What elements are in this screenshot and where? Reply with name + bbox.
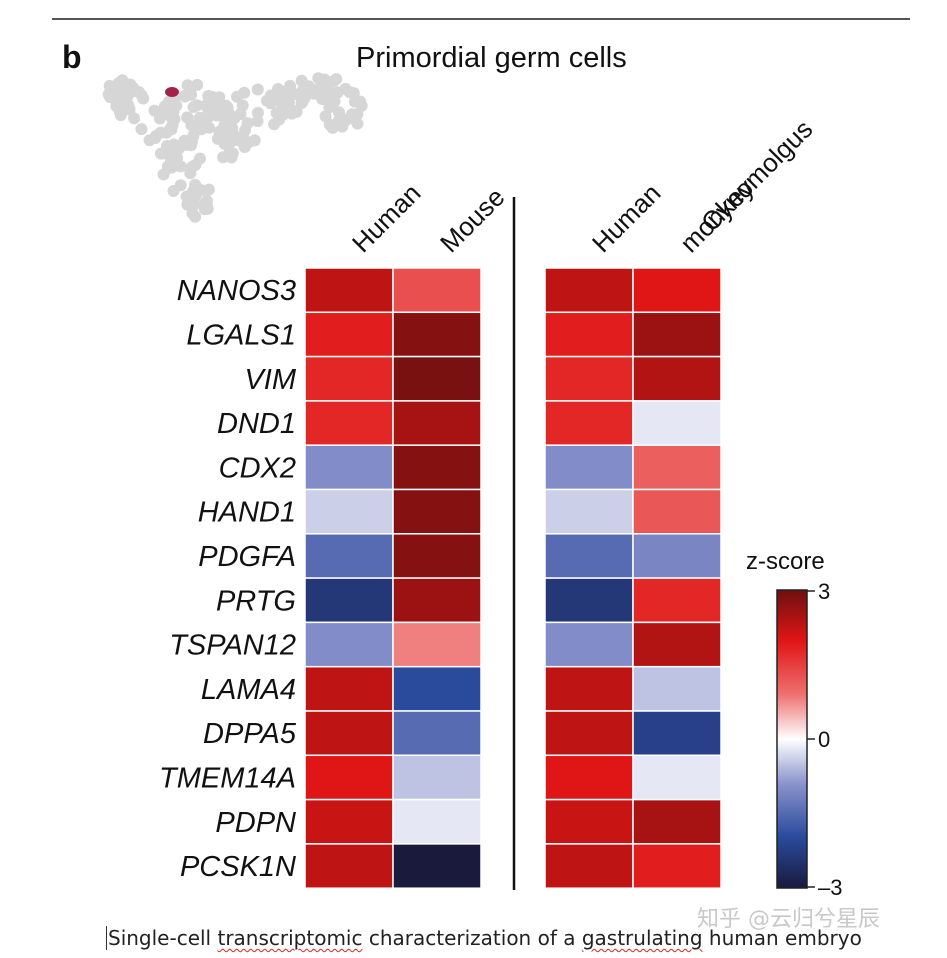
column-label: Human bbox=[346, 178, 426, 258]
heatmap-cell bbox=[632, 798, 722, 845]
heatmap-cell bbox=[544, 798, 634, 845]
legend-title: z-score bbox=[746, 548, 825, 575]
heatmap-cell bbox=[632, 400, 722, 446]
heatmap-cell bbox=[544, 267, 634, 314]
heatmap-cell bbox=[392, 355, 482, 402]
heatmap-cell bbox=[632, 267, 722, 314]
heatmap-cell bbox=[632, 444, 722, 491]
heatmap-cell bbox=[304, 710, 394, 757]
gene-label: TSPAN12 bbox=[169, 630, 296, 662]
heatmap-cell bbox=[632, 710, 722, 757]
heatmap-cell bbox=[544, 444, 634, 491]
gene-label: VIM bbox=[244, 364, 296, 396]
gene-label: HAND1 bbox=[198, 497, 296, 529]
heatmap-cell bbox=[392, 843, 482, 889]
heatmap-cell bbox=[392, 621, 482, 668]
heatmap-cell bbox=[632, 488, 722, 535]
heatmap-cell bbox=[632, 311, 722, 358]
heatmap-cell bbox=[544, 311, 634, 358]
zscore-legend: z-score 3 0 –3 bbox=[746, 548, 842, 900]
legend-tick-min: –3 bbox=[818, 875, 842, 900]
caption-text: gastrulating bbox=[581, 926, 703, 950]
heatmap-cell bbox=[304, 798, 394, 845]
caption-text: Single-cell bbox=[108, 926, 218, 950]
heatmap-cell bbox=[304, 267, 394, 314]
heatmap-cell bbox=[392, 710, 482, 757]
heatmap-cell bbox=[544, 754, 634, 801]
column-label: Mouse bbox=[434, 182, 510, 258]
heatmap-cell bbox=[544, 400, 634, 446]
heatmap-cell bbox=[392, 444, 482, 491]
heatmap-cell bbox=[304, 533, 394, 579]
gene-label: PDPN bbox=[215, 807, 296, 839]
gene-label: PCSK1N bbox=[180, 851, 296, 883]
heatmap-cell bbox=[544, 533, 634, 579]
watermark: 知乎 @云归兮星辰 bbox=[697, 907, 880, 932]
gene-label: PDGFA bbox=[198, 541, 296, 573]
heatmap-cell bbox=[392, 488, 482, 535]
umap-thumbnail-icon bbox=[102, 72, 368, 223]
heatmap-cell bbox=[544, 843, 634, 889]
heatmap-cell bbox=[392, 311, 482, 358]
heatmap-cell bbox=[304, 754, 394, 801]
heatmap-cell bbox=[544, 577, 634, 624]
heatmap-cell bbox=[304, 444, 394, 491]
column-label: monkey bbox=[674, 173, 760, 259]
heatmap-cell bbox=[392, 798, 482, 845]
heatmap-cell bbox=[392, 400, 482, 446]
panel-label: b bbox=[62, 39, 82, 75]
column-label: Human bbox=[586, 178, 666, 258]
heatmap-cell bbox=[544, 488, 634, 535]
caption-text: characterization of a bbox=[362, 926, 582, 950]
heatmap-cell bbox=[632, 533, 722, 579]
heatmap-cell bbox=[544, 355, 634, 402]
heatmap-cell bbox=[544, 621, 634, 668]
gene-label: PRTG bbox=[216, 585, 296, 617]
heatmap-cell bbox=[632, 621, 722, 668]
heatmap-cell bbox=[304, 621, 394, 668]
caption-text: human embryo bbox=[702, 926, 862, 950]
heatmap-cell bbox=[392, 665, 482, 712]
gene-label: TMEM14A bbox=[159, 762, 296, 794]
heatmap-cell bbox=[304, 665, 394, 712]
gene-label: LGALS1 bbox=[186, 319, 296, 351]
heatmap-cell bbox=[304, 488, 394, 535]
chart-title: Primordial germ cells bbox=[356, 42, 627, 74]
heatmap-cell bbox=[632, 843, 722, 889]
caption-text: transcriptomic bbox=[217, 926, 363, 950]
heatmap-cell bbox=[392, 754, 482, 801]
heatmap-cell bbox=[304, 577, 394, 624]
heatmap-cell bbox=[632, 665, 722, 712]
legend-tick-zero: 0 bbox=[818, 727, 830, 752]
legend-tick-max: 3 bbox=[818, 579, 830, 604]
heatmap-cell bbox=[392, 577, 482, 624]
heatmap-cell bbox=[632, 577, 722, 624]
text-cursor bbox=[106, 926, 107, 950]
heatmap-cell bbox=[304, 843, 394, 889]
heatmap-cell bbox=[304, 355, 394, 402]
heatmap-cell bbox=[304, 311, 394, 358]
heatmap-area: NANOS3 LGALS1 VIM DND1 CDX2 HAND1 PDGFA PRTG TSP… bbox=[159, 114, 818, 889]
gene-label: LAMA4 bbox=[201, 674, 296, 706]
heatmap-cell bbox=[632, 754, 722, 801]
heatmap-cell bbox=[304, 400, 394, 446]
gene-label: DND1 bbox=[217, 408, 296, 440]
heatmap-cell bbox=[544, 710, 634, 757]
heatmap-cell bbox=[392, 267, 482, 314]
heatmap-cell bbox=[392, 533, 482, 579]
heatmap-cell bbox=[544, 665, 634, 712]
gene-label: DPPA5 bbox=[203, 718, 297, 750]
figure-caption: Single-cell transcriptomic characterizat… bbox=[106, 926, 862, 950]
gene-label: CDX2 bbox=[219, 452, 296, 484]
heatmap-cell bbox=[632, 355, 722, 402]
legend-colorbar bbox=[776, 589, 808, 889]
gene-label: NANOS3 bbox=[177, 275, 296, 307]
